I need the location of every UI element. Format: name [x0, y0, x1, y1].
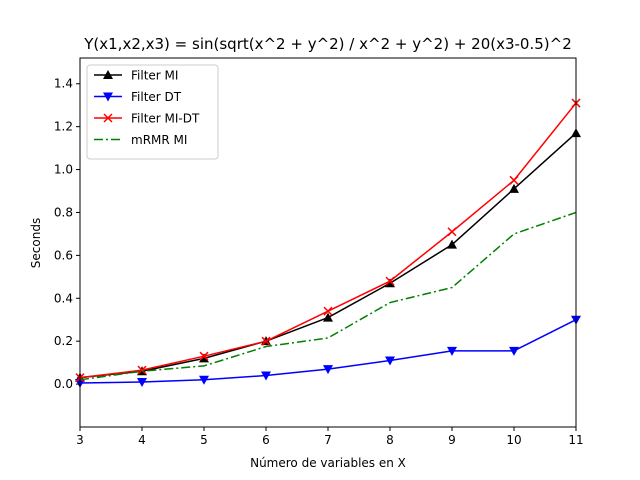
legend-marker [103, 113, 113, 123]
data-point [137, 377, 147, 387]
legend-entry: Filter MI [94, 69, 178, 83]
x-tick-label: 4 [138, 433, 146, 447]
legend-entry: mRMR MI [94, 133, 187, 147]
y-tick-label: 0.2 [54, 334, 73, 348]
x-tick-label: 9 [448, 433, 456, 447]
x-tick-label: 10 [506, 433, 521, 447]
legend-label: Filter MI-DT [131, 112, 200, 126]
legend-marker [103, 92, 113, 102]
data-point [509, 175, 519, 185]
y-tick-label: 0.0 [54, 377, 73, 391]
series-2 [75, 315, 581, 389]
legend-entry: Filter MI-DT [94, 112, 200, 126]
legend: Filter MI Filter DT Filter MI-DT mRMR MI [86, 64, 219, 160]
data-point [385, 276, 395, 286]
y-tick-label: 1.4 [54, 77, 73, 91]
x-tick-label: 6 [262, 433, 270, 447]
data-point [385, 278, 395, 288]
x-tick-label: 7 [324, 433, 332, 447]
plot-area [75, 98, 581, 389]
x-tick-label: 5 [200, 433, 208, 447]
data-point [199, 351, 209, 361]
legend-label: Filter MI [131, 69, 178, 83]
data-point [261, 371, 271, 381]
data-point [447, 227, 457, 237]
data-point [261, 336, 271, 346]
y-axis-label: Seconds [29, 218, 43, 268]
series-4 [79, 211, 577, 381]
legend-label: mRMR MI [131, 133, 187, 147]
legend-label: Filter DT [131, 90, 182, 104]
data-point [199, 375, 209, 385]
data-point [509, 346, 519, 356]
x-tick-label: 8 [386, 433, 394, 447]
axes: 3 4 5 6 7 8 9 10 11 0.0 0.2 0.4 0.6 0.8 1.0 1.2 1.4 [54, 57, 584, 447]
data-point [447, 239, 457, 249]
data-point [323, 306, 333, 316]
data-point [137, 365, 147, 375]
legend-entry: Filter DT [94, 90, 182, 104]
x-tick-label: 11 [568, 433, 583, 447]
y-tick-label: 0.8 [54, 205, 73, 219]
y-tick-label: 1.2 [54, 120, 73, 134]
y-tick-label: 0.4 [54, 291, 73, 305]
x-axis-label: Número de variables en X [250, 456, 406, 470]
data-point [385, 356, 395, 366]
data-point [323, 312, 333, 322]
legend-marker [103, 70, 113, 79]
y-tick-label: 0.6 [54, 248, 73, 262]
data-point [199, 353, 209, 363]
chart-title: Y(x1,x2,x3) = sin(sqrt(x^2 + y^2) / x^2 … [83, 35, 572, 53]
y-tick-label: 1.0 [54, 163, 73, 177]
legend-box [86, 64, 219, 160]
x-tick-label: 3 [76, 433, 84, 447]
data-point [509, 183, 519, 193]
data-point [323, 365, 333, 375]
data-point [447, 346, 457, 356]
series-line [79, 211, 577, 381]
